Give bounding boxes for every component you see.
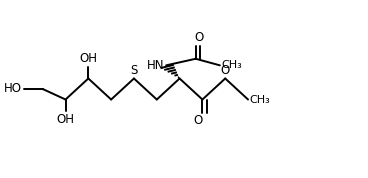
Text: O: O [220, 64, 230, 77]
Text: S: S [130, 64, 138, 77]
Text: HN: HN [147, 59, 164, 72]
Text: O: O [194, 114, 203, 127]
Text: OH: OH [57, 113, 74, 126]
Text: OH: OH [79, 52, 97, 65]
Text: O: O [194, 31, 203, 44]
Text: HO: HO [4, 82, 22, 96]
Text: CH₃: CH₃ [222, 60, 243, 70]
Text: CH₃: CH₃ [250, 95, 270, 104]
